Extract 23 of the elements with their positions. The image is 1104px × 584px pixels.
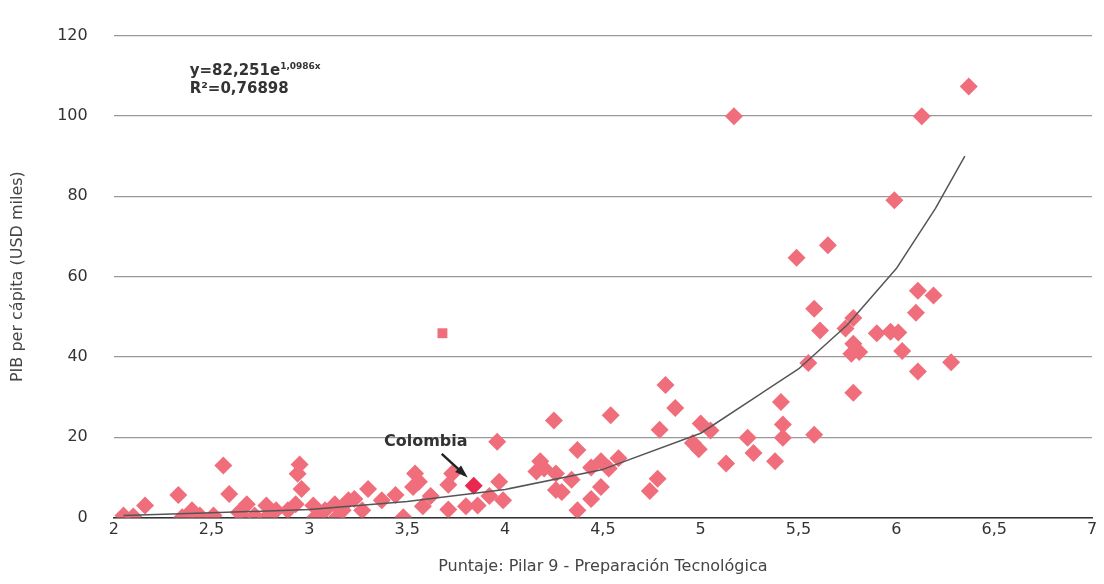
x-tick-label: 6 (891, 519, 902, 539)
x-tick-label: 2,5 (198, 519, 225, 539)
y-tick-label: 60 (67, 265, 88, 285)
annotation: R²=0,76898 (189, 78, 289, 98)
y-axis-title: PIB per cápita (USD miles) (6, 171, 26, 383)
annotation: y=82,251e$^{1,0986x}$ (189, 59, 321, 80)
x-tick-label: 3 (304, 519, 315, 539)
x-tick-label: 2 (108, 519, 119, 539)
y-tick-label: 80 (67, 185, 88, 205)
x-axis-title: Puntaje: Pilar 9 - Preparación Tecnológica (438, 555, 768, 575)
x-tick-label: 3,5 (394, 519, 420, 539)
annotation: Colombia (383, 431, 468, 451)
y-tick-label: 20 (67, 426, 88, 446)
x-tick-label: 5 (695, 519, 706, 539)
y-tick-label: 0 (77, 506, 88, 526)
y-tick-label: 40 (67, 346, 88, 366)
x-tick-label: 5,5 (785, 519, 812, 539)
x-tick-label: 6,5 (981, 519, 1007, 539)
y-tick-label: 120 (57, 24, 88, 44)
x-tick-label: 4 (499, 519, 511, 539)
x-tick-label: 4,5 (590, 519, 616, 539)
x-tick-label: 7 (1086, 519, 1098, 539)
y-tick-label: 100 (57, 105, 88, 125)
